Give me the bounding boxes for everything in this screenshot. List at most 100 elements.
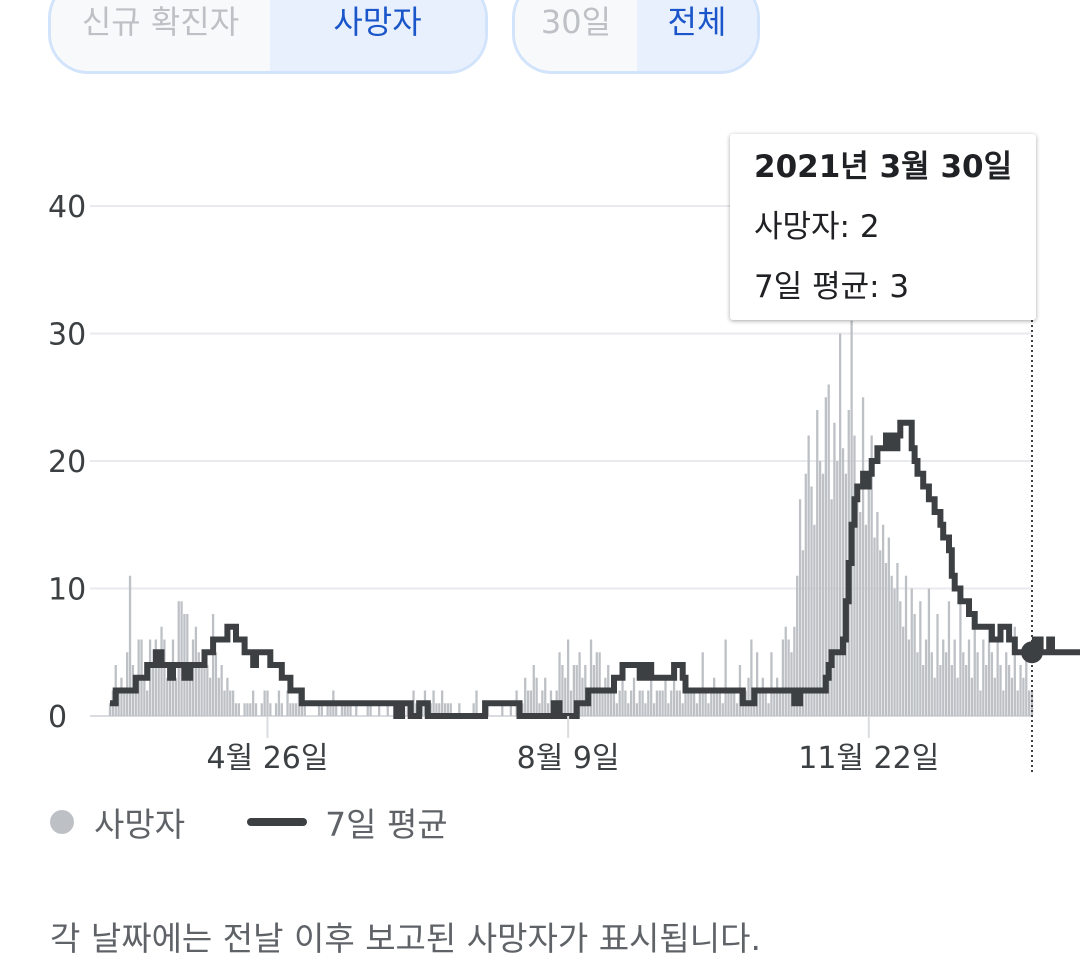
bar xyxy=(160,626,163,716)
bar xyxy=(724,639,727,716)
bar xyxy=(294,703,298,716)
range-30-days-option[interactable]: 30일 xyxy=(515,0,637,71)
bar xyxy=(243,703,246,716)
bar xyxy=(985,665,988,716)
bar xyxy=(1016,690,1019,716)
bar xyxy=(793,626,796,716)
bar xyxy=(853,435,856,716)
bar xyxy=(787,639,790,716)
bar xyxy=(798,499,802,716)
confirmed-cases-option[interactable]: 신규 확진자 xyxy=(51,0,270,71)
bar xyxy=(154,639,157,716)
bar xyxy=(675,690,679,716)
bar xyxy=(237,703,240,716)
bar xyxy=(143,677,146,716)
bar xyxy=(684,677,687,716)
bar xyxy=(910,588,913,716)
bar xyxy=(458,703,461,716)
bar xyxy=(747,677,750,716)
bar xyxy=(1022,677,1025,716)
bar xyxy=(976,652,979,716)
bar xyxy=(859,512,862,716)
bar xyxy=(644,703,647,716)
bar xyxy=(790,652,793,716)
bar xyxy=(128,575,132,716)
bar xyxy=(120,677,123,716)
bar xyxy=(695,703,699,716)
bar xyxy=(956,677,959,716)
bar xyxy=(896,563,899,716)
bar xyxy=(174,677,178,716)
bar xyxy=(962,652,965,716)
bar xyxy=(947,601,951,716)
bar xyxy=(249,703,252,716)
bar xyxy=(979,690,982,716)
bar xyxy=(532,665,535,716)
bar xyxy=(690,690,693,716)
x-tick-label: 11월 22일 xyxy=(798,741,939,776)
bar xyxy=(269,703,272,716)
bar xyxy=(558,652,561,716)
bar xyxy=(432,690,435,716)
bar xyxy=(919,601,922,716)
bar xyxy=(930,652,933,716)
bar xyxy=(710,690,713,716)
bar xyxy=(206,665,209,716)
bar xyxy=(317,703,321,716)
bar xyxy=(126,652,129,716)
bar xyxy=(260,703,263,716)
bar xyxy=(578,652,581,716)
bar xyxy=(1025,652,1028,716)
bar xyxy=(890,575,893,716)
bar xyxy=(168,665,172,716)
bar xyxy=(758,690,762,716)
bar xyxy=(501,703,504,716)
bar xyxy=(569,690,573,716)
bar xyxy=(123,690,126,716)
bar xyxy=(973,626,976,716)
bar xyxy=(856,486,859,716)
bar xyxy=(609,690,613,716)
bar xyxy=(1002,690,1005,716)
bar xyxy=(220,665,223,716)
bar xyxy=(546,703,550,716)
bar xyxy=(286,690,289,716)
bar xyxy=(229,690,232,716)
bar xyxy=(598,652,601,716)
bar xyxy=(566,639,570,716)
bar xyxy=(841,448,845,716)
bar xyxy=(211,614,215,716)
bar xyxy=(652,703,656,716)
bar xyxy=(764,690,767,716)
deaths-option[interactable]: 사망자 xyxy=(270,0,485,71)
bar xyxy=(349,703,352,716)
bar xyxy=(664,677,667,716)
bar xyxy=(781,639,785,716)
bar xyxy=(733,690,736,716)
bar xyxy=(595,652,598,716)
bar xyxy=(650,677,653,716)
bar xyxy=(1007,665,1011,716)
bar xyxy=(435,703,438,716)
bar xyxy=(246,703,249,716)
bar xyxy=(687,690,690,716)
bar xyxy=(472,703,475,716)
range-toggle: 30일 전체 xyxy=(512,0,760,74)
bar xyxy=(438,703,441,716)
chart-legend: 사망자 7일 평균 xyxy=(50,798,448,846)
bar xyxy=(884,563,888,716)
range-all-option[interactable]: 전체 xyxy=(637,0,757,71)
bar xyxy=(970,677,974,716)
y-tick-label: 40 xyxy=(48,190,86,225)
bar xyxy=(266,690,269,716)
bar xyxy=(661,690,664,716)
chart-footnote: 각 날짜에는 전날 이후 보고된 사망자가 표시됩니다. xyxy=(50,919,761,958)
bar xyxy=(816,410,819,716)
bar xyxy=(189,665,192,716)
bar xyxy=(993,677,996,716)
bar xyxy=(827,384,830,716)
bar xyxy=(778,690,782,716)
bar xyxy=(581,677,584,716)
